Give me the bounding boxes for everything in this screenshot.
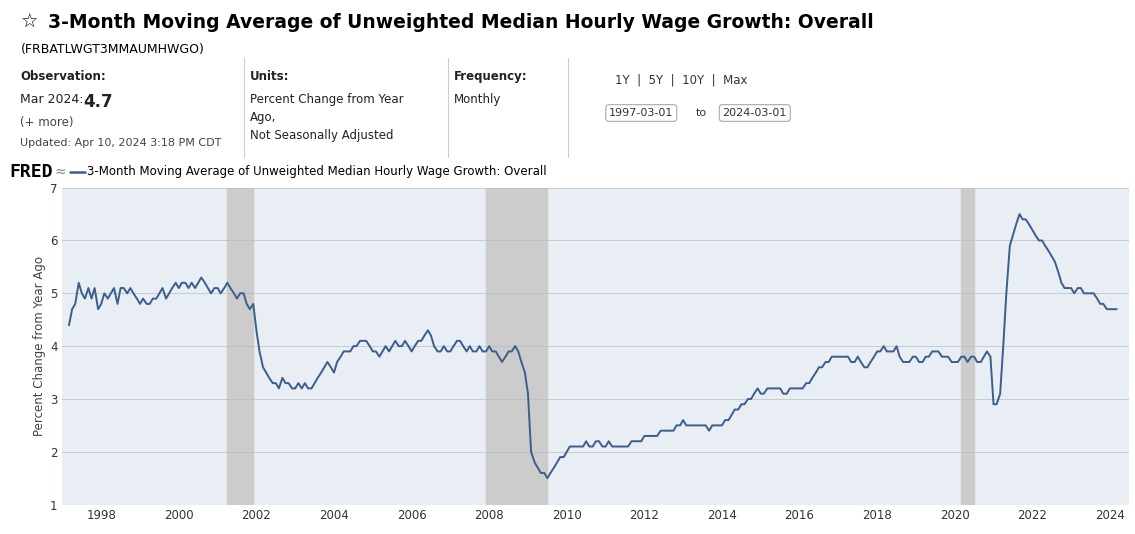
Text: to: to [696, 108, 707, 118]
Text: (FRBATLWGT3MMAUMHWGO): (FRBATLWGT3MMAUMHWGO) [20, 43, 204, 56]
Text: FRED: FRED [9, 162, 52, 180]
Bar [227, 187, 253, 505]
Bar [486, 187, 547, 505]
Text: 2024-03-01: 2024-03-01 [723, 108, 787, 118]
Text: (+ more): (+ more) [20, 116, 74, 129]
Text: 3-Month Moving Average of Unweighted Median Hourly Wage Growth: Overall: 3-Month Moving Average of Unweighted Med… [48, 12, 874, 32]
Text: 4.7: 4.7 [83, 93, 112, 111]
Text: 1Y  |  5Y  |  10Y  |  Max: 1Y | 5Y | 10Y | Max [615, 73, 747, 86]
Text: Observation:: Observation: [20, 70, 107, 83]
Text: Mar 2024:: Mar 2024: [20, 93, 87, 106]
Text: Monthly: Monthly [454, 93, 502, 106]
Text: 1997-03-01: 1997-03-01 [609, 108, 673, 118]
Text: 3-Month Moving Average of Unweighted Median Hourly Wage Growth: Overall: 3-Month Moving Average of Unweighted Med… [87, 165, 547, 178]
Text: Frequency:: Frequency: [454, 70, 528, 83]
Text: DOWNLOAD  ▼: DOWNLOAD ▼ [1007, 22, 1107, 35]
Y-axis label: Percent Change from Year Ago: Percent Change from Year Ago [33, 256, 45, 436]
Bar [961, 187, 974, 505]
Text: EDIT GRAPH  ⚙: EDIT GRAPH ⚙ [1002, 101, 1108, 114]
Text: Updated: Apr 10, 2024 3:18 PM CDT: Updated: Apr 10, 2024 3:18 PM CDT [20, 138, 221, 148]
Text: ☆: ☆ [20, 12, 37, 32]
Text: Units:: Units: [250, 70, 289, 83]
Text: ≈: ≈ [54, 164, 66, 178]
Text: Percent Change from Year
Ago,
Not Seasonally Adjusted: Percent Change from Year Ago, Not Season… [250, 93, 403, 142]
